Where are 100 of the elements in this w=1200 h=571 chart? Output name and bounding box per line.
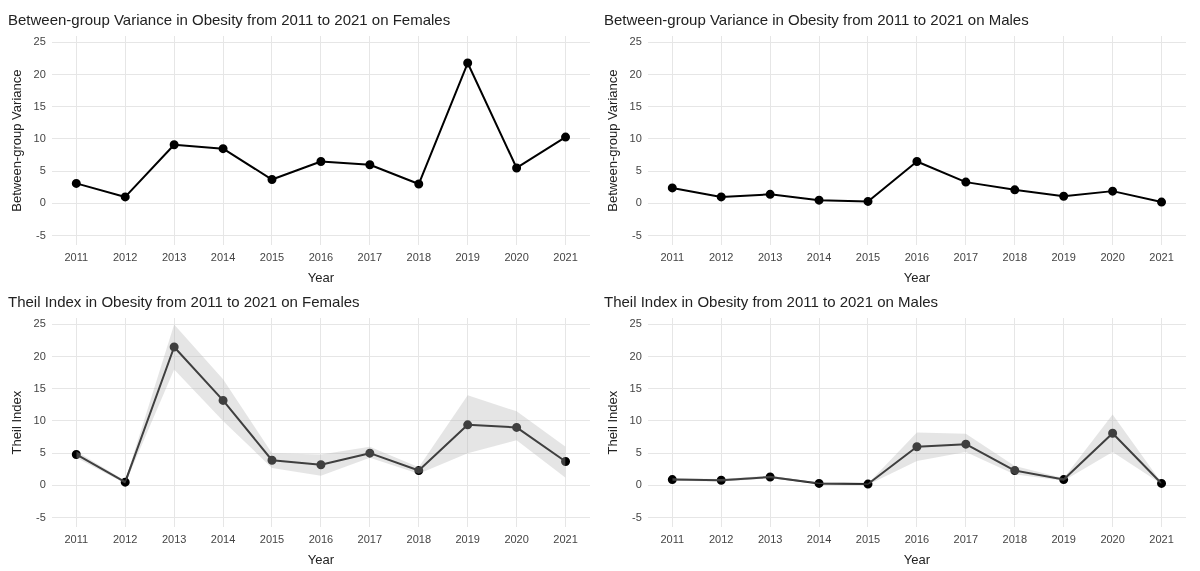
x-tick-label: 2016	[308, 250, 334, 263]
point	[561, 457, 571, 467]
point	[961, 177, 971, 187]
x-tick-label: 2019	[1051, 532, 1076, 545]
point	[71, 449, 81, 459]
point	[71, 178, 81, 188]
point	[316, 460, 326, 470]
point	[267, 455, 277, 465]
x-tick-label: 2020	[504, 532, 529, 545]
y-tick-label: 10	[33, 414, 46, 427]
y-tick-label: 5	[39, 446, 46, 459]
point	[814, 478, 824, 488]
point	[316, 157, 326, 167]
y-tick-label: 15	[629, 99, 642, 112]
y-tick-label: 10	[33, 132, 46, 145]
y-axis-title: Between-group Variance	[605, 69, 621, 212]
point	[667, 475, 677, 485]
point	[716, 192, 726, 202]
x-tick-label: 2018	[1002, 532, 1028, 545]
point	[1010, 466, 1020, 476]
x-tick-label: 2019	[455, 250, 480, 263]
x-tick-label: 2018	[1002, 250, 1028, 263]
x-tick-label: 2019	[1051, 250, 1076, 263]
x-tick-label: 2014	[806, 250, 832, 263]
point	[365, 160, 375, 170]
x-tick-label: 2016	[308, 532, 334, 545]
point	[765, 189, 775, 199]
point	[365, 448, 375, 458]
y-tick-label: 5	[39, 164, 46, 177]
y-tick-label: 15	[33, 381, 46, 394]
y-tick-label: 0	[39, 478, 46, 491]
x-tick-label: 2011	[64, 250, 89, 263]
y-tick-label: 20	[33, 349, 46, 362]
x-tick-label: 2015	[855, 532, 881, 545]
x-tick-label: 2012	[708, 250, 734, 263]
x-tick-label: 2015	[855, 250, 881, 263]
x-tick-label: 2013	[757, 532, 783, 545]
point	[1108, 428, 1118, 438]
point	[667, 183, 677, 193]
y-tick-label: -5	[632, 228, 642, 241]
point	[765, 472, 775, 482]
point	[463, 58, 473, 68]
x-tick-label: 2021	[1149, 532, 1174, 545]
point	[912, 157, 922, 167]
point	[169, 342, 179, 352]
y-axis-title: Theil Index	[9, 390, 25, 455]
y-tick-label: 15	[629, 381, 642, 394]
point	[814, 195, 824, 205]
y-tick-label: 0	[635, 196, 642, 209]
y-tick-label: 25	[33, 35, 46, 48]
x-tick-label: 2015	[259, 250, 285, 263]
point	[716, 475, 726, 485]
point	[414, 179, 424, 189]
y-tick-label: 20	[629, 67, 642, 80]
x-tick-label: 2021	[553, 250, 578, 263]
point	[218, 395, 228, 405]
point	[463, 420, 473, 430]
x-axis-title: Year	[903, 269, 931, 285]
x-tick-label: 2020	[1100, 250, 1125, 263]
y-axis-title: Between-group Variance	[9, 69, 25, 212]
point	[169, 140, 179, 150]
x-tick-label: 2014	[210, 532, 236, 545]
x-tick-label: 2016	[904, 250, 930, 263]
y-tick-label: 0	[39, 196, 46, 209]
chart-title: Between-group Variance in Obesity from 2011 to 2021 on Males	[604, 11, 1029, 29]
point	[912, 442, 922, 452]
y-tick-label: -5	[632, 510, 642, 523]
x-tick-label: 2017	[953, 250, 979, 263]
x-axis-title: Year	[307, 551, 335, 567]
y-tick-label: 0	[635, 478, 642, 491]
point	[863, 479, 873, 489]
point	[267, 175, 277, 185]
y-axis-title: Theil Index	[605, 390, 621, 455]
x-tick-label: 2012	[112, 250, 138, 263]
y-tick-label: 5	[635, 164, 642, 177]
y-tick-label: 25	[629, 317, 642, 330]
x-tick-label: 2020	[504, 250, 529, 263]
point	[961, 439, 971, 449]
x-tick-label: 2011	[64, 532, 89, 545]
x-tick-label: 2012	[112, 532, 138, 545]
y-tick-label: 25	[629, 35, 642, 48]
y-tick-label: 20	[629, 349, 642, 362]
y-tick-label: 25	[33, 317, 46, 330]
chart-title: Between-group Variance in Obesity from 2011 to 2021 on Females	[8, 11, 451, 29]
x-tick-label: 2018	[406, 532, 432, 545]
x-tick-label: 2015	[259, 532, 285, 545]
x-tick-label: 2013	[161, 532, 187, 545]
x-tick-label: 2013	[757, 250, 783, 263]
point	[1108, 186, 1118, 196]
y-tick-label: 10	[629, 414, 642, 427]
point	[1059, 475, 1069, 485]
x-tick-label: 2017	[357, 532, 383, 545]
x-tick-label: 2018	[406, 250, 432, 263]
point	[863, 196, 873, 206]
x-tick-label: 2020	[1100, 532, 1125, 545]
chart-title: Theil Index in Obesity from 2011 to 2021 on Males	[604, 293, 939, 311]
x-tick-label: 2019	[455, 532, 480, 545]
x-tick-label: 2017	[357, 250, 383, 263]
point	[120, 477, 130, 487]
point	[414, 466, 424, 476]
